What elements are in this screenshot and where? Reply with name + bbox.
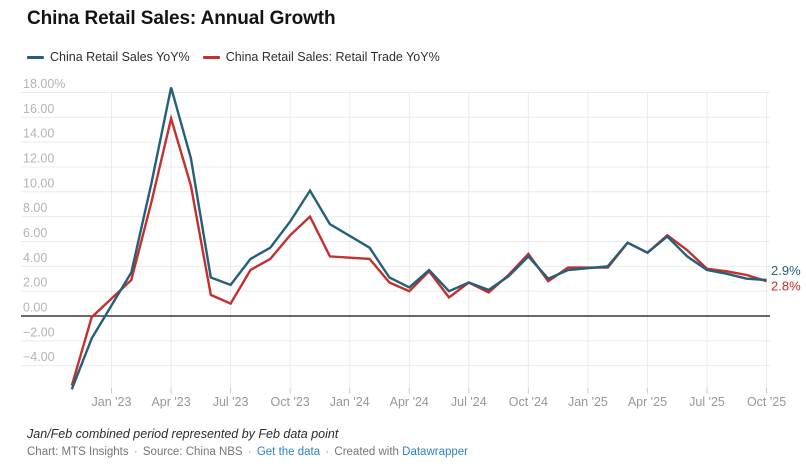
x-axis-label: Jul '25	[689, 395, 725, 409]
separator: ·	[133, 446, 138, 458]
y-axis-label: 4.00	[23, 251, 47, 265]
x-axis-label: Jan '23	[92, 395, 132, 409]
legend-label: China Retail Sales: Retail Trade YoY%	[225, 50, 440, 64]
x-axis-label: Jul '24	[451, 395, 487, 409]
legend-item-retail-trade: China Retail Sales: Retail Trade YoY%	[202, 50, 440, 64]
x-axis-label: Oct '24	[509, 395, 548, 409]
x-axis-label: Apr '25	[628, 395, 667, 409]
x-axis-label: Jan '25	[568, 395, 608, 409]
series-end-value-label: 2.8%	[771, 279, 801, 294]
attribution-line: Chart: MTS Insights · Source: China NBS …	[27, 446, 468, 458]
legend-label: China Retail Sales YoY%	[50, 50, 190, 64]
get-the-data-link[interactable]: Get the data	[256, 446, 321, 458]
y-axis-label: 14.00	[23, 127, 54, 141]
y-axis-label: 10.00	[23, 176, 54, 190]
y-axis-label: −2.00	[23, 325, 55, 339]
x-axis-label: Oct '25	[747, 395, 786, 409]
source-credit: Source: China NBS	[142, 446, 243, 458]
legend-swatch-blue	[27, 55, 44, 59]
legend-item-retail-sales: China Retail Sales YoY%	[27, 50, 190, 64]
y-axis-label: 18.00%	[23, 77, 65, 91]
datawrapper-link[interactable]: Datawrapper	[402, 446, 468, 458]
series-line	[70, 87, 767, 390]
chart-footnote: Jan/Feb combined period represented by F…	[27, 427, 339, 441]
legend: China Retail Sales YoY% China Retail Sal…	[27, 50, 440, 64]
y-axis-label: 0.00	[23, 301, 47, 315]
x-axis-label: Jul '23	[213, 395, 249, 409]
chart-title: China Retail Sales: Annual Growth	[27, 8, 336, 29]
created-with-text: Created with	[334, 446, 399, 458]
separator: ·	[325, 446, 330, 458]
x-axis-label: Jan '24	[330, 395, 370, 409]
y-axis-label: 12.00	[23, 151, 54, 165]
separator: ·	[247, 446, 252, 458]
series-line	[70, 113, 767, 386]
series-end-value-label: 2.9%	[771, 263, 801, 278]
legend-swatch-red	[202, 55, 220, 59]
y-axis-label: 6.00	[23, 226, 47, 240]
y-axis-label: 2.00	[23, 276, 47, 290]
chart-credit: Chart: MTS Insights	[27, 446, 129, 458]
x-axis-label: Apr '23	[151, 395, 190, 409]
x-axis-label: Oct '23	[271, 395, 310, 409]
y-axis-label: 8.00	[23, 201, 47, 215]
y-axis-label: −4.00	[23, 350, 55, 364]
x-axis-label: Apr '24	[390, 395, 429, 409]
y-axis-label: 16.00	[23, 102, 54, 116]
